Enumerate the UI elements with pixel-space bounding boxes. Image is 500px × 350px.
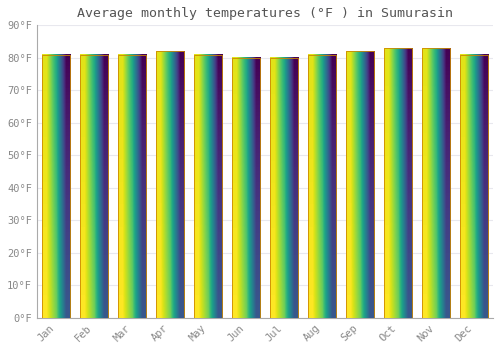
- Bar: [118, 55, 146, 318]
- Bar: [308, 55, 336, 318]
- Bar: [80, 55, 108, 318]
- Bar: [346, 51, 374, 318]
- Bar: [384, 48, 412, 318]
- Bar: [460, 55, 488, 318]
- Title: Average monthly temperatures (°F ) in Sumurasin: Average monthly temperatures (°F ) in Su…: [77, 7, 453, 20]
- Bar: [422, 48, 450, 318]
- Bar: [232, 58, 260, 318]
- Bar: [194, 55, 222, 318]
- Bar: [156, 51, 184, 318]
- Bar: [42, 55, 70, 318]
- Bar: [270, 58, 298, 318]
